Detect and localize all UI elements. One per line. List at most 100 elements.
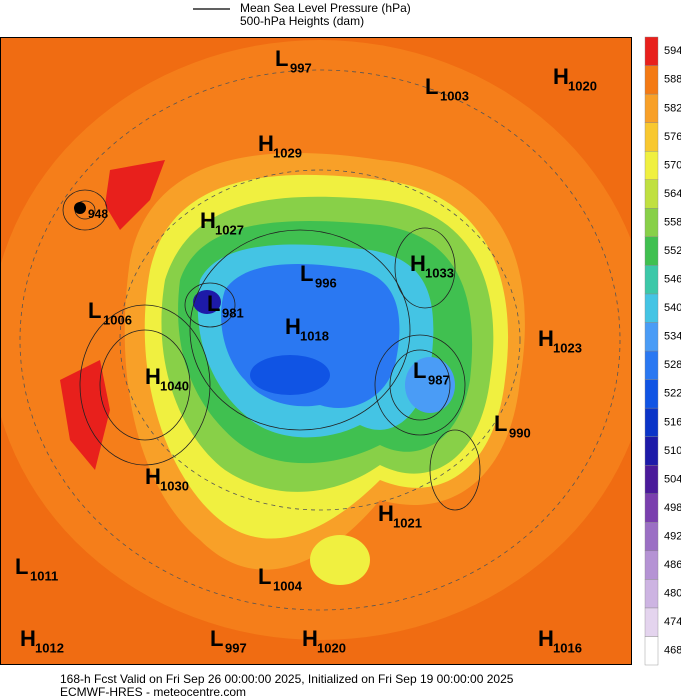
colorbar-band <box>644 579 659 609</box>
colorbar-band <box>644 464 659 494</box>
pressure-center: L 990 <box>494 411 531 441</box>
center-letter: L <box>207 291 220 316</box>
center-letter: L <box>425 74 438 99</box>
colorbar-band <box>644 65 659 95</box>
center-letter: L <box>494 411 507 436</box>
colorbar-label: 594 <box>664 45 681 57</box>
colorbar-band <box>644 550 659 580</box>
center-letter: H <box>410 251 426 276</box>
pressure-center: H 1018 <box>285 314 329 344</box>
center-letter: L <box>15 554 28 579</box>
center-value: 1029 <box>273 145 302 160</box>
center-letter: L <box>258 564 271 589</box>
footer-line: 168-h Fcst Valid on Fri Sep 26 00:00:00 … <box>60 672 514 686</box>
legend-item: Mean Sea Level Pressure (hPa) <box>240 1 411 15</box>
center-letter: H <box>538 326 554 351</box>
colorbar-label: 576 <box>664 131 681 143</box>
colorbar-label: 522 <box>664 388 681 400</box>
pressure-center: 948 <box>74 202 108 221</box>
pressure-center: L 987 <box>413 358 450 388</box>
colorbar-label: 588 <box>664 74 681 86</box>
center-letter: L <box>88 298 101 323</box>
center-value: 996 <box>315 275 337 290</box>
center-letter: H <box>258 131 274 156</box>
colorbar-label: 510 <box>664 445 681 457</box>
pressure-center: L 997 <box>275 46 312 76</box>
center-value: 1004 <box>273 578 303 593</box>
colorbar-label: 582 <box>664 102 681 114</box>
colorbar-band <box>644 350 659 380</box>
colorbar: 468 474 480 486 492 498 504 510 516 522 528 534 540 5… <box>644 36 681 666</box>
center-value: 997 <box>290 60 312 75</box>
center-letter: L <box>413 358 426 383</box>
pressure-center: L 1004 <box>258 564 303 594</box>
colorbar-band <box>644 407 659 437</box>
center-value: 1006 <box>103 312 132 327</box>
center-letter: H <box>200 208 216 233</box>
center-value: 997 <box>225 640 247 655</box>
pressure-center: H 1040 <box>145 364 189 394</box>
colorbar-label: 540 <box>664 302 681 314</box>
colorbar-label: 552 <box>664 245 681 257</box>
center-letter: L <box>210 626 223 651</box>
center-value: 1020 <box>317 640 346 655</box>
center-value: 1040 <box>160 378 189 393</box>
pressure-center: H 1027 <box>200 208 244 238</box>
colorbar-label: 492 <box>664 530 681 542</box>
colorbar-label: 528 <box>664 359 681 371</box>
center-value: 1003 <box>440 88 469 103</box>
center-value: 990 <box>509 425 531 440</box>
colorbar-band <box>644 436 659 466</box>
pressure-center: L 996 <box>300 261 337 291</box>
colorbar-band <box>644 265 659 295</box>
colorbar-band <box>644 208 659 238</box>
pressure-center: H 1021 <box>378 501 422 531</box>
colorbar-label: 504 <box>664 473 681 485</box>
colorbar-label: 558 <box>664 216 681 228</box>
storm-symbol <box>74 202 86 214</box>
center-value: 1033 <box>425 265 454 280</box>
center-letter: L <box>275 46 288 71</box>
pressure-center: H 1030 <box>145 464 189 494</box>
center-value: 1011 <box>30 568 58 583</box>
colorbar-band <box>644 607 659 637</box>
colorbar-band <box>644 179 659 209</box>
center-letter: H <box>20 626 36 651</box>
center-value: 987 <box>428 372 450 387</box>
center-value: 1021 <box>393 515 422 530</box>
center-letter: H <box>538 626 554 651</box>
center-value: 948 <box>88 207 108 221</box>
center-value: 1023 <box>553 340 582 355</box>
colorbar-label: 570 <box>664 159 681 171</box>
center-value: 981 <box>222 305 244 320</box>
colorbar-label: 564 <box>664 188 681 200</box>
colorbar-band <box>644 636 659 666</box>
center-value: 1016 <box>553 640 582 655</box>
center-letter: H <box>285 314 301 339</box>
pressure-center: H 1033 <box>410 251 454 281</box>
center-value: 1018 <box>300 328 329 343</box>
pressure-center: L 1003 <box>425 74 469 104</box>
colorbar-label: 546 <box>664 274 681 286</box>
center-letter: H <box>553 64 569 89</box>
pressure-center: H 1020 <box>302 626 346 656</box>
footer-line: ECMWF-HRES - meteocentre.com <box>60 685 246 699</box>
colorbar-band <box>644 522 659 552</box>
pressure-center: L 1006 <box>88 298 132 328</box>
pressure-center: H 1016 <box>538 626 582 656</box>
center-letter: H <box>378 501 394 526</box>
pressure-center: H 1012 <box>20 626 64 656</box>
center-value: 1027 <box>215 222 244 237</box>
legend-item: 500-hPa Heights (dam) <box>240 14 364 28</box>
colorbar-band <box>644 122 659 152</box>
pressure-center: H 1023 <box>538 326 582 356</box>
center-letter: L <box>300 261 313 286</box>
center-value: 1030 <box>160 478 189 493</box>
colorbar-label: 486 <box>664 559 681 571</box>
center-value: 1020 <box>568 78 597 93</box>
pressure-center: H 1020 <box>553 64 597 94</box>
colorbar-band <box>644 379 659 409</box>
colorbar-band <box>644 150 659 180</box>
center-letter: H <box>145 464 161 489</box>
